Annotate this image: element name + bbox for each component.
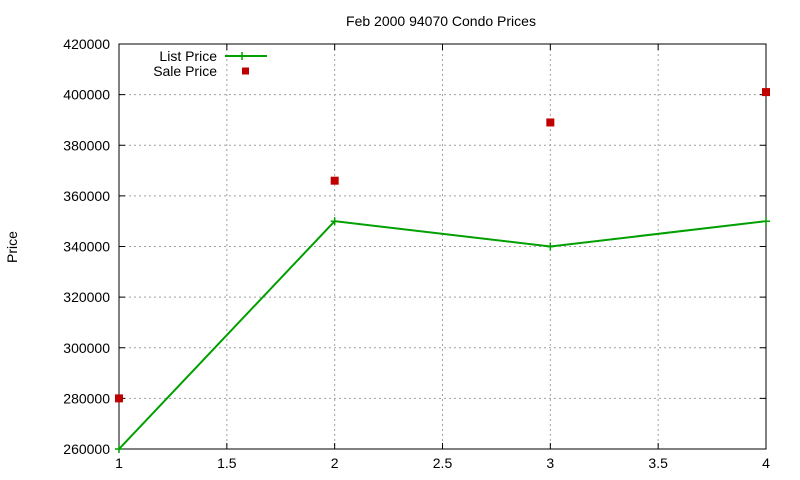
legend: List Price Sale Price [153, 48, 267, 79]
sale-price-point [115, 394, 123, 403]
sale-price-point [546, 118, 555, 127]
y-tick-label: 320000 [63, 289, 110, 305]
legend-sale-price-label: Sale Price [153, 63, 217, 79]
list-price-point [762, 217, 770, 226]
list-price-point [546, 242, 555, 251]
x-tick-label: 1 [115, 455, 123, 471]
grid-lines [119, 44, 766, 449]
legend-sale-price-marker [242, 67, 249, 75]
series-layer [115, 88, 770, 453]
legend-list-price-label: List Price [159, 48, 217, 64]
y-tick-label: 280000 [63, 390, 110, 406]
x-tick-label: 3.5 [648, 455, 668, 471]
list-price-point [330, 217, 339, 226]
list-price-line [118, 220, 767, 450]
x-tick-label: 3 [546, 455, 554, 471]
x-tick-label: 2 [331, 455, 339, 471]
sale-price-point [330, 176, 339, 185]
x-tick-label: 1.5 [217, 455, 237, 471]
y-tick-label: 360000 [63, 188, 110, 204]
y-tick-label: 400000 [63, 87, 110, 103]
series-list-price [115, 217, 770, 453]
series-sale-price [115, 88, 770, 403]
y-tick-label: 300000 [63, 340, 110, 356]
y-tick-label: 340000 [63, 239, 110, 255]
y-axis-tick-labels: 260000 280000 300000 320000 340000 360000 3800… [63, 36, 110, 457]
x-tick-label: 2.5 [433, 455, 453, 471]
y-tick-label: 260000 [63, 441, 110, 457]
y-axis-label: Price [4, 231, 20, 263]
x-axis-tick-labels: 1 1.5 2 2.5 3 3.5 4 [115, 455, 770, 471]
y-tick-label: 420000 [63, 36, 110, 52]
y-tick-label: 380000 [63, 137, 110, 153]
list-price-point [115, 445, 123, 453]
chart-title: Feb 2000 94070 Condo Prices [346, 13, 536, 29]
legend-list-price-marker [238, 52, 246, 60]
sale-price-point [762, 88, 770, 97]
x-tick-label: 4 [762, 455, 770, 471]
